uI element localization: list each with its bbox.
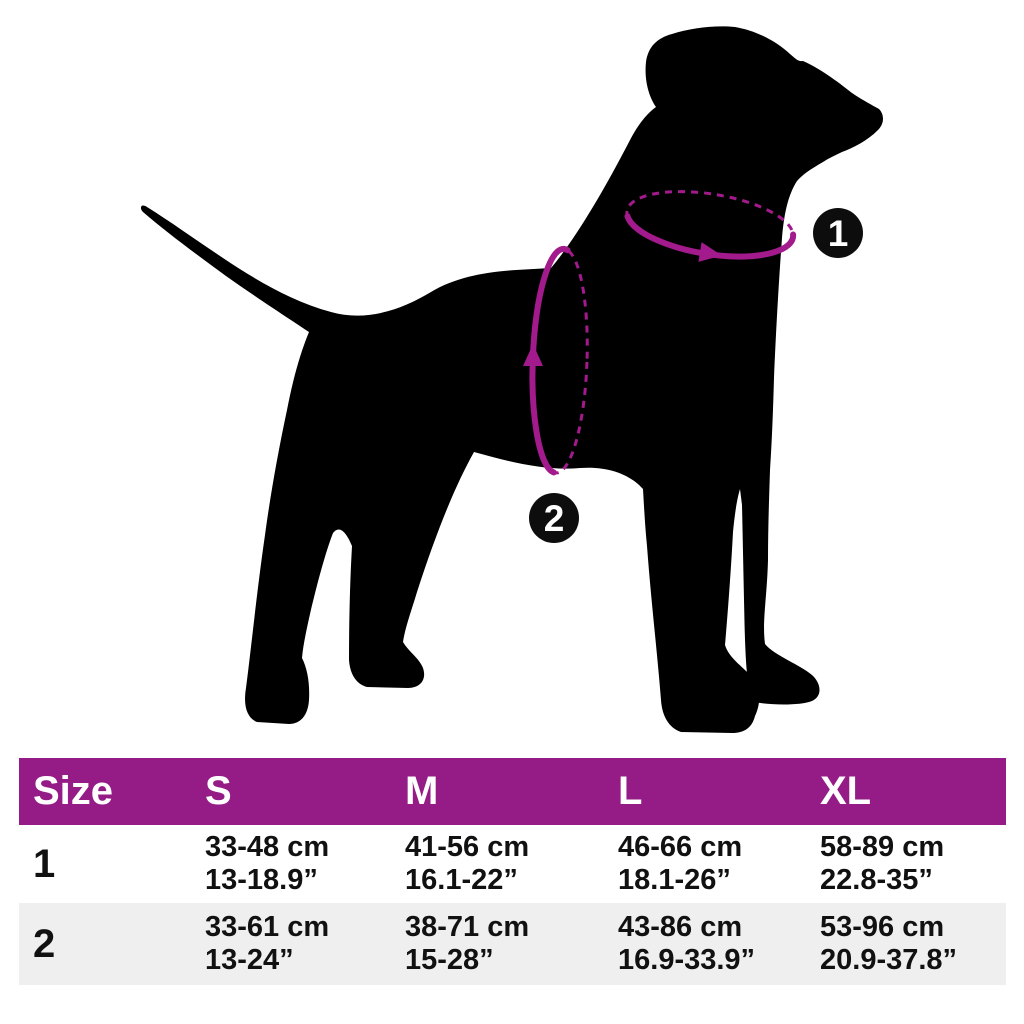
row-1-size-l: 46-66 cm 18.1-26” <box>604 831 806 897</box>
col-header-size: Size <box>33 769 114 813</box>
row-1-label: 1 <box>33 842 56 886</box>
value-cm: 33-48 cm <box>205 831 330 864</box>
value-inch: 20.9-37.8” <box>820 944 958 976</box>
badge-1-circle <box>813 208 863 258</box>
size-table: Size S M L XL 1 33-48 cm 13-18.9” 41-56 … <box>19 758 1006 985</box>
badge-2-number: 2 <box>544 498 565 539</box>
value-inch: 15-28” <box>405 944 494 976</box>
value-cm: 33-61 cm <box>205 911 330 944</box>
dog-measurement-diagram: 1 2 <box>140 26 884 734</box>
badge-1: 1 <box>813 208 863 258</box>
value-cm: 53-96 cm <box>820 911 945 944</box>
value-cm: 43-86 cm <box>618 911 743 944</box>
col-header-xl: XL <box>820 769 872 813</box>
col-header-l: L <box>618 769 643 813</box>
value-inch: 22.8-35” <box>820 864 933 896</box>
row-2-size-l: 43-86 cm 16.9-33.9” <box>604 911 806 977</box>
value-inch: 18.1-26” <box>618 864 731 896</box>
badge-2-circle <box>529 493 579 543</box>
row-2-size-xl: 53-96 cm 20.9-37.8” <box>806 911 1006 977</box>
dog-silhouette <box>140 26 884 734</box>
neck-measure-loop <box>624 190 797 262</box>
row-1-size-xl: 58-89 cm 22.8-35” <box>806 831 1006 897</box>
row-1-size-s: 33-48 cm 13-18.9” <box>191 831 391 897</box>
row-1-size-m: 41-56 cm 16.1-22” <box>391 831 604 897</box>
value-inch: 13-18.9” <box>205 864 318 896</box>
value-inch: 16.9-33.9” <box>618 944 756 976</box>
value-cm: 38-71 cm <box>405 911 530 944</box>
col-header-s: S <box>205 769 232 813</box>
row-2-label: 2 <box>33 922 56 966</box>
value-cm: 58-89 cm <box>820 831 945 864</box>
badge-1-number: 1 <box>828 213 849 254</box>
row-2-size-s: 33-61 cm 13-24” <box>191 911 391 977</box>
row-2-size-m: 38-71 cm 15-28” <box>391 911 604 977</box>
neck-loop-arrow-icon <box>698 242 722 262</box>
value-inch: 13-24” <box>205 944 294 976</box>
value-cm: 41-56 cm <box>405 831 530 864</box>
value-cm: 46-66 cm <box>618 831 743 864</box>
table-row-1: 1 33-48 cm 13-18.9” 41-56 cm 16.1-22” 46… <box>19 825 1006 903</box>
col-header-m: M <box>405 769 439 813</box>
badge-2: 2 <box>529 493 579 543</box>
size-table-header: Size S M L XL <box>19 758 1006 825</box>
value-inch: 16.1-22” <box>405 864 518 896</box>
chest-loop-arrow-icon <box>523 344 543 366</box>
chest-measure-loop <box>523 245 589 476</box>
table-row-2: 2 33-61 cm 13-24” 38-71 cm 15-28” 43-86 … <box>19 903 1006 985</box>
